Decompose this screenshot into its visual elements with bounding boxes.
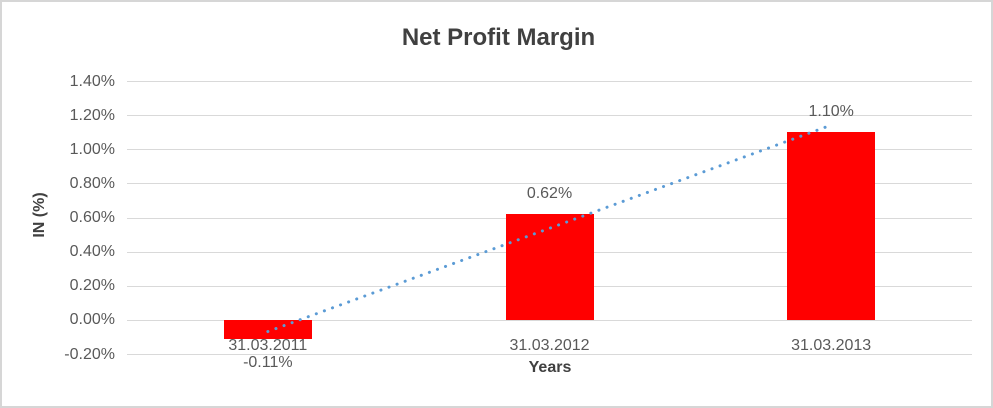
x-axis-category-label: 31.03.2011 [228,336,308,354]
gridline [127,81,972,82]
y-axis-tick-label: 0.80% [69,174,115,192]
x-axis-category-label: 31.03.2012 [509,336,590,354]
y-axis-tick-label: 0.60% [69,209,115,226]
x-axis-title: Years [528,359,572,376]
y-axis-tick-label: 0.20% [69,277,115,295]
data-label: 0.62% [526,185,573,203]
y-axis-tick-label: -0.20% [64,345,115,363]
y-axis-tick-label: 1.00% [69,140,115,158]
data-label: 1.10% [808,103,854,121]
gridline [127,354,972,355]
chart-title: Net Profit Margin [401,24,596,51]
x-axis-category-label: 31.03.2013 [791,336,872,354]
bar [505,214,594,320]
bar [787,132,876,320]
data-label: -0.11% [243,353,293,371]
y-axis-tick-label: 1.20% [69,106,115,124]
y-axis-tick-label: 0.00% [69,311,115,329]
y-axis-tick-label: 1.40% [69,72,115,90]
y-axis-tick-label: 0.40% [69,243,115,261]
gridline [127,115,972,117]
